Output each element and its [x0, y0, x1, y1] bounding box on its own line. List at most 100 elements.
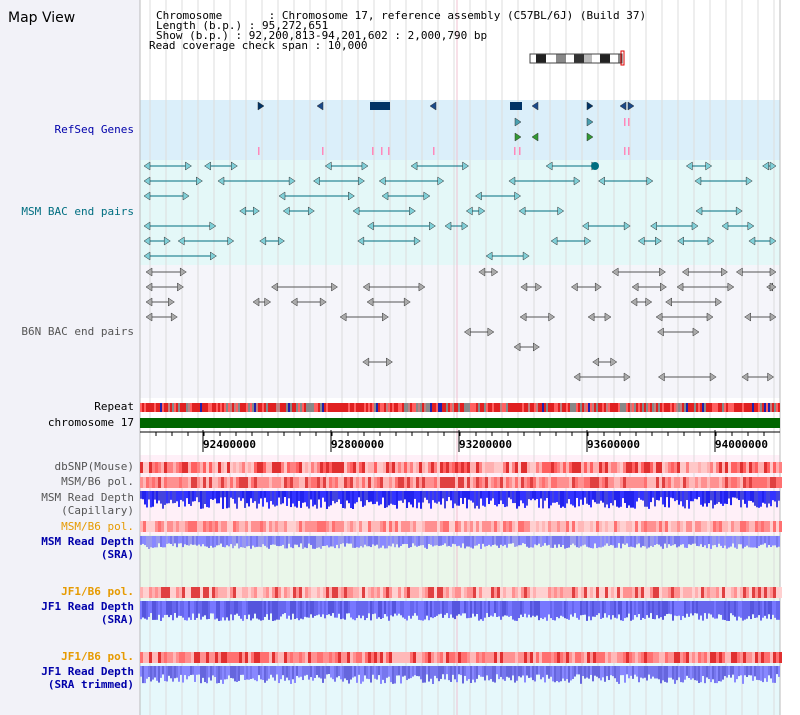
depth-bar [546, 601, 548, 621]
depth-bar [428, 491, 430, 504]
track-label-refseq[interactable]: RefSeq Genes [54, 123, 134, 136]
heat-cell [707, 521, 710, 532]
depth-bar [334, 601, 336, 618]
heat-cell [140, 462, 143, 473]
bac-end-marker [485, 251, 493, 261]
depth-bar [190, 491, 192, 506]
heat-cell [146, 652, 149, 663]
depth-bar [688, 491, 690, 509]
depth-bar [464, 491, 466, 498]
depth-bar [180, 536, 182, 544]
depth-bar [522, 491, 524, 504]
bac-end-marker [487, 327, 495, 337]
depth-bar [454, 666, 456, 680]
depth-bar [486, 491, 488, 498]
depth-bar [342, 601, 344, 619]
repeat-cell [708, 403, 710, 412]
heat-cell [731, 462, 734, 473]
depth-bar [702, 536, 704, 548]
depth-bar [746, 536, 748, 546]
heat-cell [146, 521, 149, 532]
bac-end-marker [519, 312, 527, 322]
depth-bar [480, 666, 482, 677]
heat-cell [545, 477, 548, 488]
heat-cell [242, 521, 245, 532]
heat-cell [743, 587, 746, 598]
depth-bar [480, 491, 482, 499]
depth-bar [160, 666, 162, 678]
heat-cell [212, 462, 215, 473]
depth-bar [716, 536, 718, 548]
heat-cell [290, 521, 293, 532]
track-label-msm-bac[interactable]: MSM BAC end pairs [21, 205, 134, 218]
bac-end-marker [520, 282, 528, 292]
heat-cell [401, 462, 404, 473]
heat-cell [428, 477, 431, 488]
heat-cell [143, 587, 146, 598]
heat-cell [488, 521, 491, 532]
heat-cell [275, 462, 278, 473]
depth-bar [184, 601, 186, 621]
repeat-cell [670, 403, 672, 412]
depth-bar [252, 601, 254, 619]
repeat-cell [218, 403, 220, 412]
gene-tick [628, 118, 630, 126]
depth-bar [330, 666, 332, 678]
depth-bar [388, 536, 390, 546]
heat-cell [323, 462, 326, 473]
heat-cell [419, 477, 422, 488]
heat-cell [149, 587, 152, 598]
heat-cell [263, 477, 266, 488]
heat-cell [563, 587, 566, 598]
repeat-cell [610, 403, 612, 412]
heat-cell [362, 587, 365, 598]
heat-cell [161, 521, 164, 532]
depth-bar [254, 666, 256, 681]
heat-cell [584, 521, 587, 532]
depth-bar [770, 491, 772, 507]
heat-cell [755, 462, 758, 473]
depth-bar [410, 491, 412, 505]
bac-end-marker [747, 221, 755, 231]
repeat-cell [544, 403, 546, 412]
depth-bar [540, 536, 542, 547]
repeat-cell [448, 403, 450, 412]
heat-cell [725, 652, 728, 663]
heat-cell [767, 477, 770, 488]
bac-end-marker [352, 206, 360, 216]
depth-bar [502, 666, 504, 680]
heat-cell [566, 477, 569, 488]
bac-end-marker [491, 267, 499, 277]
heat-cell [701, 587, 704, 598]
heat-cell [221, 587, 224, 598]
depth-bar [620, 601, 622, 621]
heat-cell [632, 652, 635, 663]
repeat-cell [614, 403, 616, 412]
depth-bar [538, 536, 540, 544]
depth-bar [740, 666, 742, 676]
depth-bar [338, 491, 340, 500]
depth-bar [294, 601, 296, 620]
depth-bar [396, 491, 398, 509]
depth-bar [760, 536, 762, 545]
depth-bar [634, 536, 636, 548]
heat-cell [434, 652, 437, 663]
depth-bar [572, 666, 574, 680]
depth-bar [610, 536, 612, 545]
depth-bar [204, 666, 206, 683]
track-label-b6n-bac[interactable]: B6N BAC end pairs [21, 325, 134, 338]
gene-tick [433, 147, 435, 155]
repeat-cell [168, 403, 170, 412]
heat-cell [530, 652, 533, 663]
depth-bar [572, 601, 574, 617]
depth-bar [696, 536, 698, 546]
depth-bar [452, 491, 454, 509]
depth-bar [656, 491, 658, 501]
depth-bar [618, 491, 620, 508]
heat-cell [716, 462, 719, 473]
depth-bar [500, 536, 502, 545]
depth-bar [472, 601, 474, 614]
depth-bar [662, 666, 664, 681]
repeat-cell [750, 403, 752, 412]
